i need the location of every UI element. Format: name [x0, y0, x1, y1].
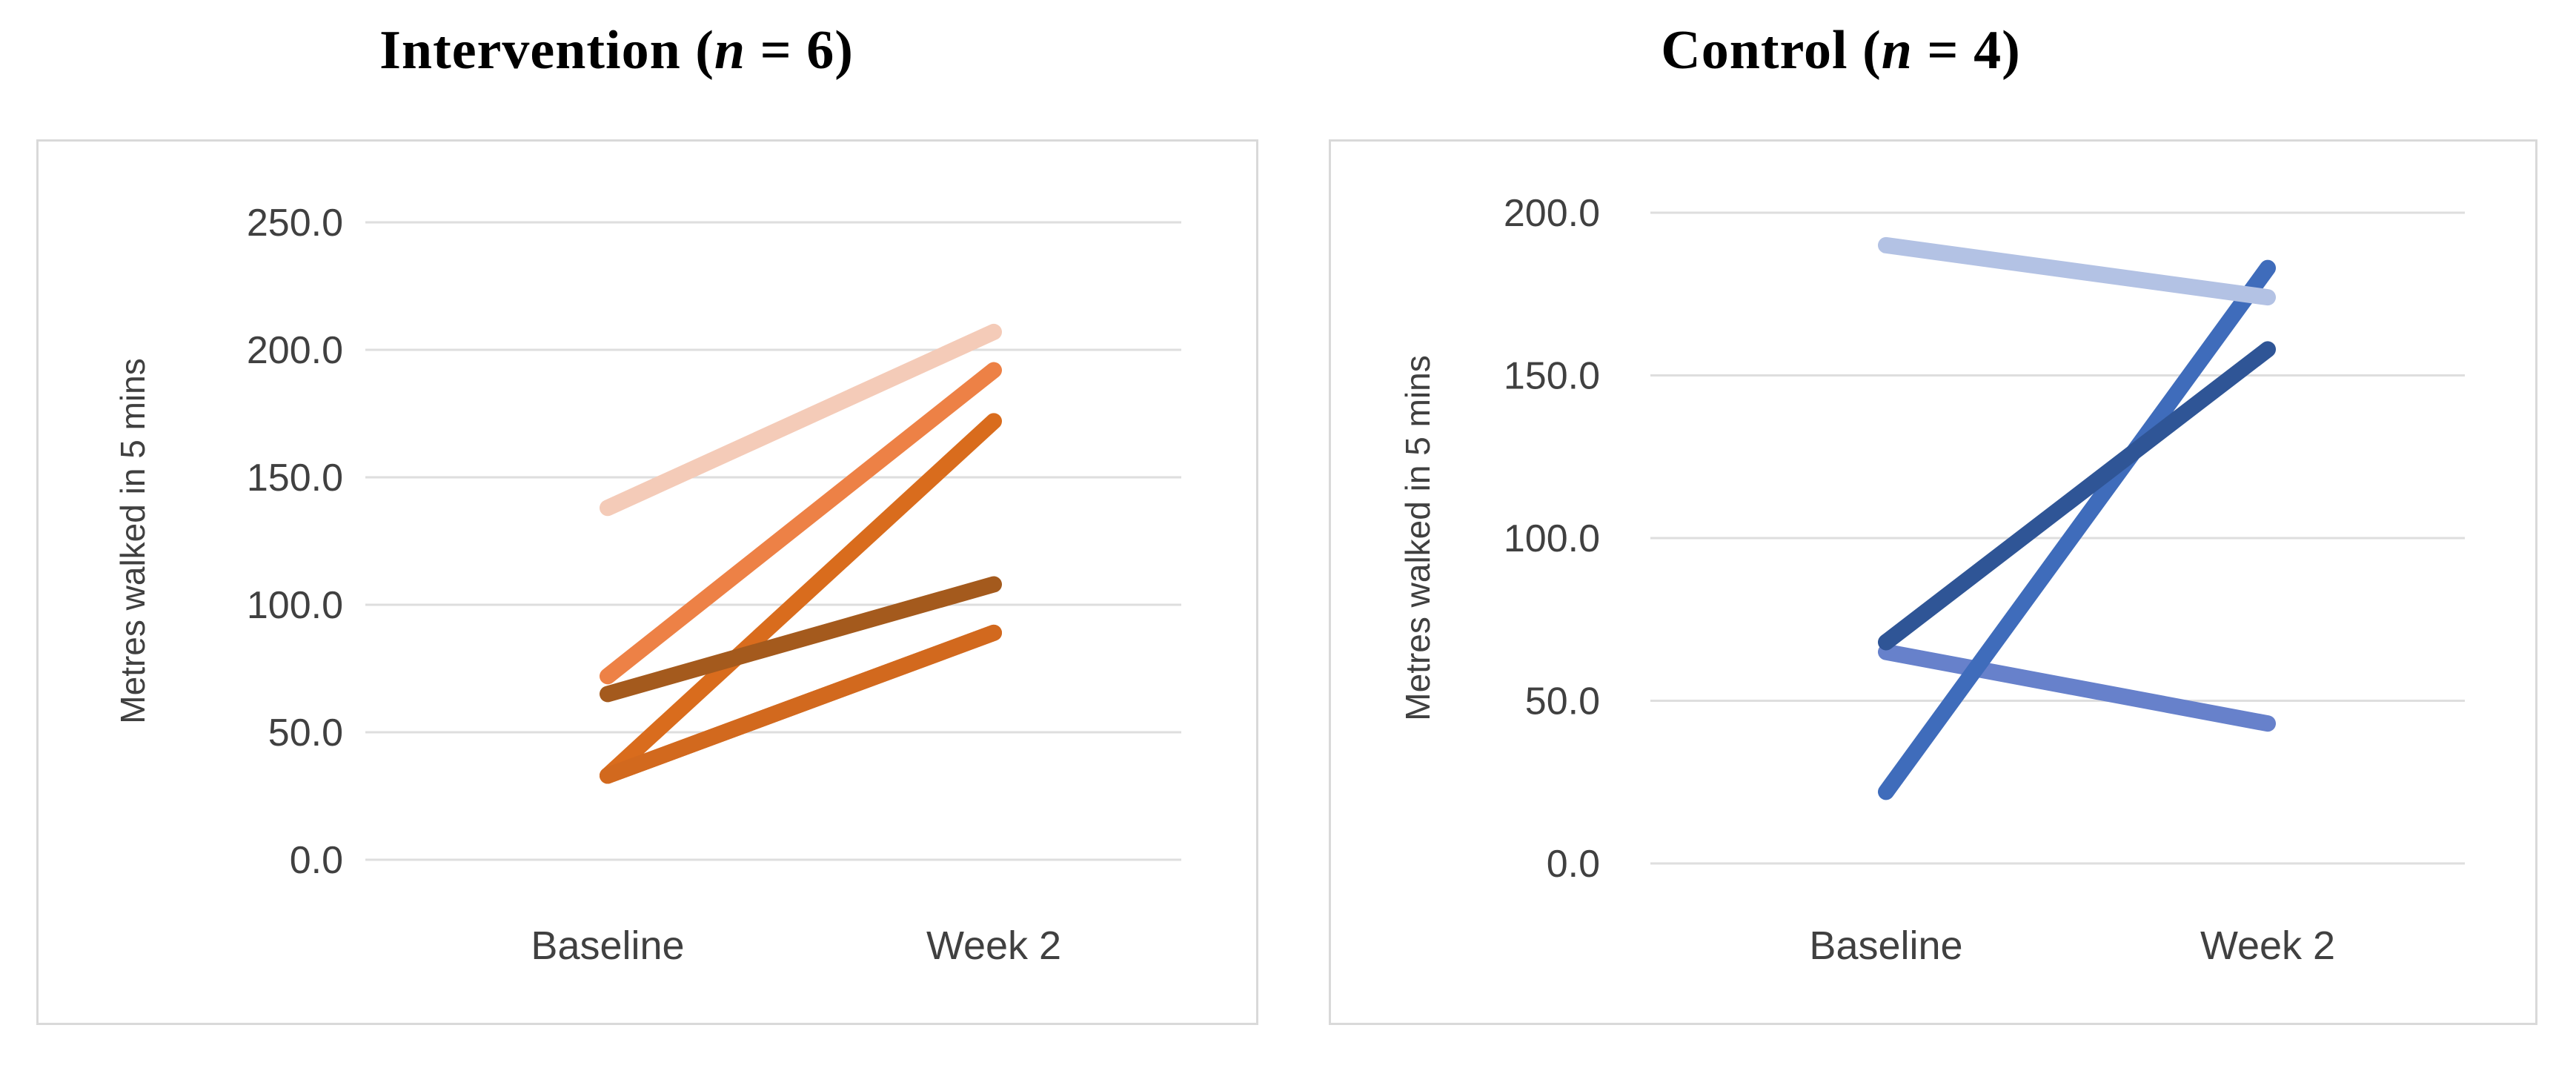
- series-line-2: [1878, 259, 2276, 800]
- y-tick-label: 0.0: [1547, 843, 1600, 886]
- series-line-5: [600, 576, 1002, 703]
- category-label: Baseline: [1809, 923, 1962, 968]
- category-label: Week 2: [926, 923, 1061, 968]
- series-line-6: [600, 624, 1002, 784]
- y-tick-label: 50.0: [268, 712, 343, 754]
- chart-area-border: [1329, 139, 2537, 1025]
- y-tick-label: 50.0: [1525, 680, 1600, 723]
- category-label: Baseline: [531, 923, 684, 968]
- intervention-chart: 250.0 200.0 150.0 100.0 50.0 0.0 Metres walked…: [36, 139, 1258, 1029]
- series-line-3: [1878, 341, 2276, 651]
- y-axis-title: Metres walked in 5 mins: [113, 358, 152, 723]
- series-line-3: [600, 362, 1002, 685]
- y-tick-label: 100.0: [1504, 517, 1600, 560]
- y-tick-label: 200.0: [247, 329, 343, 372]
- title-text: Control (: [1661, 20, 1882, 81]
- chart-area-border: [36, 139, 1258, 1025]
- y-axis-title: Metres walked in 5 mins: [1398, 355, 1437, 720]
- title-italic-n: n: [714, 20, 746, 81]
- title-text: = 6): [746, 20, 854, 81]
- series-line-1: [600, 413, 1002, 784]
- series-line-4: [600, 323, 1002, 517]
- y-tick-label: 100.0: [247, 584, 343, 627]
- intervention-chart-title: Intervention (n = 6): [379, 19, 854, 82]
- series-line-4: [1878, 236, 2276, 306]
- category-label: Week 2: [2200, 923, 2335, 968]
- title-italic-n: n: [1881, 20, 1913, 81]
- intervention-chart-svg: 250.0 200.0 150.0 100.0 50.0 0.0 Metres walked…: [36, 139, 1258, 1025]
- y-tick-label: 150.0: [1504, 355, 1600, 398]
- series-line-1: [1878, 643, 2276, 732]
- y-tick-label: 150.0: [247, 457, 343, 500]
- y-tick-label: 250.0: [247, 202, 343, 245]
- y-tick-label: 0.0: [290, 839, 343, 882]
- y-tick-label: 200.0: [1504, 192, 1600, 235]
- title-text: Intervention (: [379, 20, 714, 81]
- control-chart: 200.0 150.0 100.0 50.0 0.0 Metres walked in 5…: [1329, 139, 2537, 1029]
- title-text: = 4): [1912, 20, 2021, 81]
- control-chart-svg: 200.0 150.0 100.0 50.0 0.0 Metres walked in 5…: [1329, 139, 2537, 1025]
- control-chart-title: Control (n = 4): [1661, 19, 2020, 82]
